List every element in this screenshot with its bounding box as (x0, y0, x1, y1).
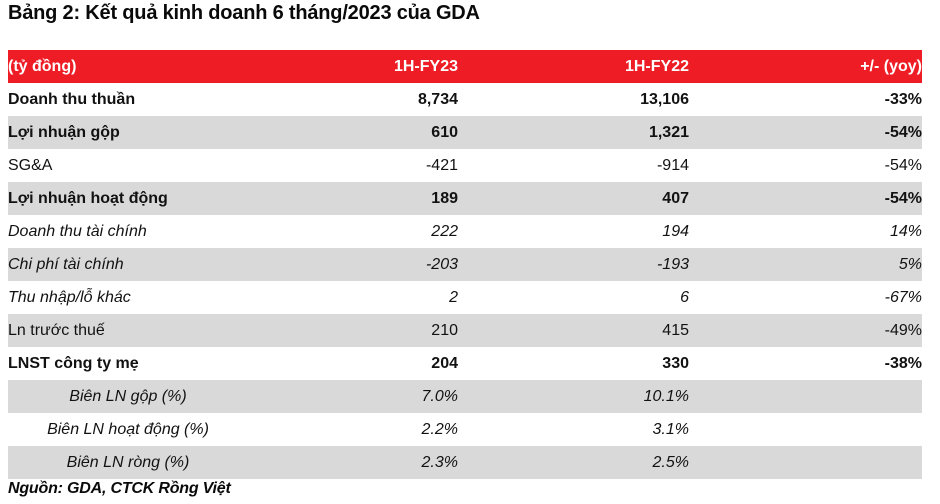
value-1h-fy23: -421 (425, 156, 458, 174)
value-1h-fy23: 7.0% (421, 387, 458, 405)
row-label: Ln trước thuế (8, 321, 105, 339)
header-1h-fy23: 1H-FY23 (393, 57, 458, 75)
results-table: (tỷ đồng) 1H-FY23 1H-FY22 +/- (yoy) Doan… (8, 50, 922, 479)
table-row: Thu nhập/lỗ khác 2 6 -67% (8, 281, 922, 314)
value-yoy: -54% (884, 123, 922, 141)
value-yoy: -67% (884, 288, 922, 306)
value-1h-fy23: 2.3% (421, 453, 458, 471)
row-label: Biên LN ròng (%) (66, 453, 190, 471)
value-1h-fy23: 2 (449, 288, 458, 306)
table-row: SG&A -421 -914 -54% (8, 149, 922, 182)
value-1h-fy23: 610 (431, 123, 458, 141)
value-yoy: -54% (884, 189, 922, 207)
row-label: Thu nhập/lỗ khác (8, 288, 131, 306)
value-1h-fy22: 2.5% (652, 453, 689, 471)
value-1h-fy23: -203 (425, 255, 458, 273)
row-label: Biên LN gộp (%) (69, 387, 187, 405)
header-1h-fy22: 1H-FY22 (624, 57, 689, 75)
row-label: Chi phí tài chính (8, 255, 124, 273)
value-1h-fy23: 210 (431, 321, 458, 339)
value-1h-fy22: 6 (680, 288, 689, 306)
row-label: SG&A (8, 156, 53, 174)
table-row: LNST công ty mẹ 204 330 -38% (8, 347, 922, 380)
table-row: Lợi nhuận gộp 610 1,321 -54% (8, 116, 922, 149)
value-1h-fy23: 189 (431, 189, 458, 207)
row-label: Biên LN hoạt động (%) (47, 420, 209, 438)
value-yoy (689, 380, 922, 413)
value-1h-fy23: 8,734 (417, 90, 458, 108)
value-yoy: -33% (884, 90, 922, 108)
value-1h-fy22: 10.1% (643, 387, 689, 405)
value-yoy: 5% (898, 255, 922, 273)
table-row: Doanh thu tài chính 222 194 14% (8, 215, 922, 248)
value-1h-fy23: 2.2% (421, 420, 458, 438)
table-row: Ln trước thuế 210 415 -49% (8, 314, 922, 347)
table-header-row: (tỷ đồng) 1H-FY23 1H-FY22 +/- (yoy) (8, 50, 922, 83)
value-1h-fy22: 415 (662, 321, 689, 339)
row-label: Doanh thu thuần (8, 90, 136, 108)
table-row: Doanh thu thuần 8,734 13,106 -33% (8, 83, 922, 116)
source-note: Nguồn: GDA, CTCK Rồng Việt (8, 480, 231, 497)
value-1h-fy22: -914 (656, 156, 689, 174)
row-label: Lợi nhuận hoạt động (8, 189, 168, 207)
value-yoy (689, 446, 922, 479)
table-row: Chi phí tài chính -203 -193 5% (8, 248, 922, 281)
table-row: Biên LN gộp (%) 7.0% 10.1% (8, 380, 922, 413)
value-1h-fy22: 3.1% (652, 420, 689, 438)
table-row: Lợi nhuận hoạt động 189 407 -54% (8, 182, 922, 215)
row-label: Lợi nhuận gộp (8, 123, 120, 141)
header-yoy-change: +/- (yoy) (860, 57, 922, 75)
value-yoy: -54% (884, 156, 922, 174)
value-yoy: -38% (884, 354, 922, 372)
value-1h-fy22: 194 (662, 222, 689, 240)
value-1h-fy22: 1,321 (648, 123, 689, 141)
value-1h-fy22: 330 (662, 354, 689, 372)
value-yoy (689, 413, 922, 446)
value-1h-fy22: -193 (656, 255, 689, 273)
value-1h-fy23: 204 (431, 354, 458, 372)
value-1h-fy23: 222 (431, 222, 458, 240)
table-row: Biên LN ròng (%) 2.3% 2.5% (8, 446, 922, 479)
value-1h-fy22: 407 (662, 189, 689, 207)
table-title: Bảng 2: Kết quả kinh doanh 6 tháng/2023 … (8, 2, 480, 24)
row-label: LNST công ty mẹ (8, 354, 139, 372)
row-label: Doanh thu tài chính (8, 222, 147, 240)
table-row: Biên LN hoạt động (%) 2.2% 3.1% (8, 413, 922, 446)
value-yoy: -49% (884, 321, 922, 339)
value-1h-fy22: 13,106 (640, 90, 689, 108)
value-yoy: 14% (889, 222, 922, 240)
header-unit-label: (tỷ đồng) (8, 57, 77, 75)
